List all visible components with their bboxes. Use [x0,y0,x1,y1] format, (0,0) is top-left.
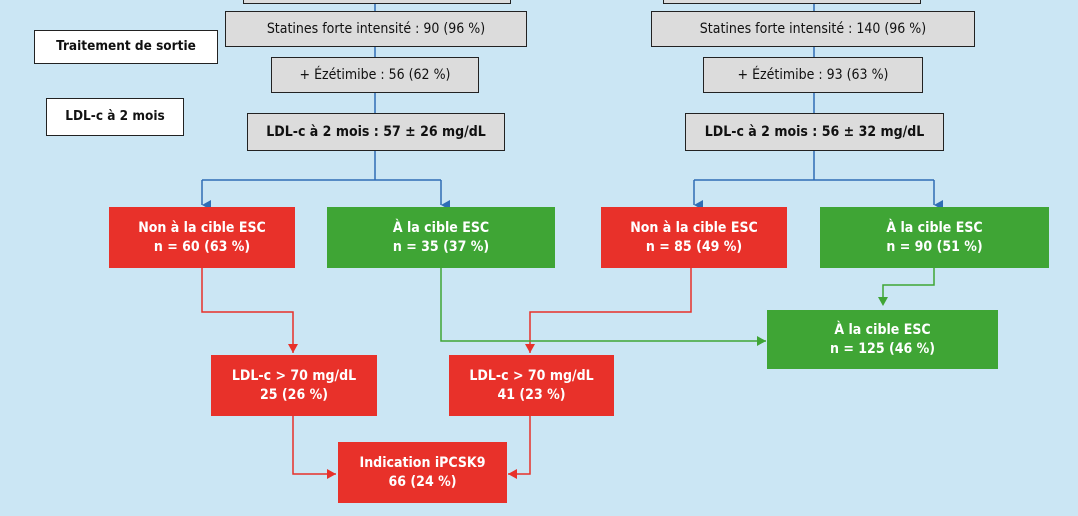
left-not-at-target-box: Non à la cible ESC n = 60 (63 %) [109,207,295,268]
red-line-to-pcsk9-left [292,415,336,479]
total-at-target-box: À la cible ESC n = 125 (46 %) [767,310,998,369]
red-line-right [525,268,692,353]
right-statins-box: Statines forte intensité : 140 (96 %) [651,11,975,47]
right-not-at-target-box: Non à la cible ESC n = 85 (49 %) [601,207,787,268]
left-ldl-over-70-box: LDL-c > 70 mg/dL 25 (26 %) [211,355,377,416]
right-at-target-box: À la cible ESC n = 90 (51 %) [820,207,1049,268]
right-top-box [663,0,921,4]
pcsk9-indication-box: Indication iPCSK9 66 (24 %) [338,442,507,503]
ldl-label: LDL-c à 2 mois [46,98,184,136]
green-line-left [440,268,766,346]
right-ldl-over-70-box: LDL-c > 70 mg/dL 41 (23 %) [449,355,614,416]
left-ezetimibe-box: + Ézétimibe : 56 (62 %) [271,57,479,93]
green-line-right [882,268,935,303]
left-ldl-box: LDL-c à 2 mois : 57 ± 26 mg/dL [247,113,505,151]
red-line-to-pcsk9-right [508,415,531,479]
green-arrow-right [878,297,888,306]
treatment-label: Traitement de sortie [34,30,218,64]
right-ezetimibe-box: + Ézétimibe : 93 (63 %) [703,57,923,93]
left-top-box [243,0,511,4]
right-ldl-box: LDL-c à 2 mois : 56 ± 32 mg/dL [685,113,944,151]
left-statins-box: Statines forte intensité : 90 (96 %) [225,11,527,47]
red-line-left [201,268,298,353]
left-at-target-box: À la cible ESC n = 35 (37 %) [327,207,555,268]
